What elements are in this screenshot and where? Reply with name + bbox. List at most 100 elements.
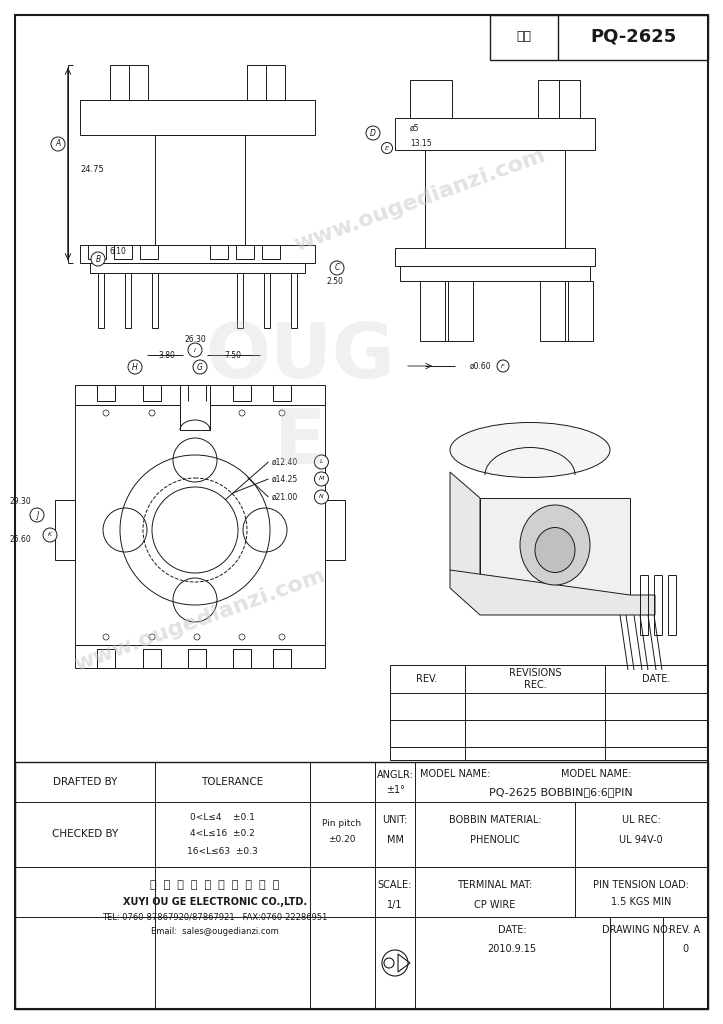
- Text: M: M: [319, 476, 324, 481]
- Bar: [395, 248, 595, 266]
- Bar: [88, 245, 106, 259]
- Text: 0<L≤4    ±0.1: 0<L≤4 ±0.1: [189, 812, 254, 821]
- Text: N: N: [319, 495, 324, 500]
- Text: MODEL NAME:: MODEL NAME:: [420, 769, 490, 779]
- Text: UNIT:: UNIT:: [382, 815, 408, 825]
- Polygon shape: [450, 472, 480, 595]
- Text: 25.60: 25.60: [9, 536, 31, 545]
- Text: ANGLR:: ANGLR:: [377, 770, 414, 780]
- Circle shape: [43, 528, 57, 542]
- Text: PQ-2625 BOBBIN（6:6）PIN: PQ-2625 BOBBIN（6:6）PIN: [489, 787, 633, 797]
- Text: MODEL NAME:: MODEL NAME:: [561, 769, 631, 779]
- Text: 2.50: 2.50: [327, 276, 343, 286]
- Text: XUYI OU GE ELECTRONIC CO.,LTD.: XUYI OU GE ELECTRONIC CO.,LTD.: [123, 897, 307, 907]
- Text: REVISIONS
REC.: REVISIONS REC.: [509, 669, 561, 690]
- Text: C: C: [334, 263, 340, 272]
- Bar: [75, 406, 325, 645]
- Text: UL REC:: UL REC:: [622, 815, 660, 825]
- Bar: [540, 281, 568, 341]
- Text: Pin pitch: Pin pitch: [322, 819, 362, 828]
- Bar: [97, 385, 115, 401]
- Text: ø5: ø5: [410, 124, 419, 132]
- Bar: [155, 135, 245, 245]
- Circle shape: [315, 489, 328, 504]
- Bar: [264, 273, 270, 328]
- Circle shape: [330, 261, 344, 275]
- Circle shape: [30, 508, 44, 522]
- Text: PIN TENSION LOAD:: PIN TENSION LOAD:: [593, 880, 689, 890]
- Text: H: H: [132, 362, 138, 372]
- Text: E: E: [385, 145, 389, 151]
- Text: 1.5 KGS MIN: 1.5 KGS MIN: [611, 897, 671, 907]
- Circle shape: [497, 360, 509, 372]
- Bar: [15, 762, 708, 1009]
- Text: 16<L≤63  ±0.3: 16<L≤63 ±0.3: [187, 848, 257, 856]
- Text: 29.30: 29.30: [9, 498, 31, 507]
- Polygon shape: [450, 570, 655, 615]
- Bar: [390, 665, 708, 760]
- Bar: [125, 273, 131, 328]
- Text: MM: MM: [387, 835, 403, 845]
- Text: DRAFTED BY: DRAFTED BY: [53, 777, 117, 787]
- Bar: [273, 385, 291, 401]
- Circle shape: [188, 343, 202, 357]
- Bar: [210, 245, 228, 259]
- Circle shape: [315, 472, 328, 486]
- Bar: [325, 500, 345, 560]
- Bar: [110, 65, 148, 100]
- Ellipse shape: [535, 527, 575, 572]
- Bar: [247, 65, 285, 100]
- Text: BOBBIN MATERIAL:: BOBBIN MATERIAL:: [449, 815, 542, 825]
- Bar: [565, 281, 593, 341]
- Text: PHENOLIC: PHENOLIC: [470, 835, 520, 845]
- Text: REV.: REV.: [416, 674, 437, 684]
- Bar: [188, 385, 206, 401]
- Circle shape: [128, 360, 142, 374]
- Text: ø21.00: ø21.00: [271, 493, 298, 502]
- Bar: [143, 385, 161, 401]
- Circle shape: [91, 252, 105, 266]
- Text: 26.30: 26.30: [184, 336, 206, 344]
- Bar: [445, 281, 473, 341]
- Text: DATE:: DATE:: [497, 925, 526, 935]
- Text: CHECKED BY: CHECKED BY: [52, 829, 118, 839]
- Text: 24.75: 24.75: [80, 165, 103, 173]
- Text: 7.50: 7.50: [225, 350, 241, 359]
- Bar: [237, 273, 243, 328]
- Ellipse shape: [450, 423, 610, 477]
- Bar: [410, 80, 452, 118]
- Circle shape: [315, 455, 328, 469]
- Text: B: B: [95, 255, 100, 263]
- Text: 1/1: 1/1: [388, 900, 403, 910]
- Text: 2010.9.15: 2010.9.15: [487, 944, 536, 954]
- Circle shape: [193, 360, 207, 374]
- Circle shape: [366, 126, 380, 140]
- Text: D: D: [370, 128, 376, 137]
- Bar: [55, 500, 75, 560]
- Bar: [490, 15, 708, 60]
- Bar: [236, 245, 254, 259]
- Bar: [143, 649, 161, 668]
- Text: L: L: [320, 460, 323, 465]
- Text: A: A: [56, 139, 61, 148]
- Text: CP WIRE: CP WIRE: [474, 900, 515, 910]
- Bar: [291, 273, 297, 328]
- Bar: [233, 649, 251, 668]
- Text: 3.80: 3.80: [158, 350, 176, 359]
- Bar: [400, 266, 590, 281]
- Text: K: K: [48, 532, 52, 538]
- Text: 6.10: 6.10: [110, 248, 127, 256]
- Ellipse shape: [520, 505, 590, 585]
- Bar: [97, 649, 115, 668]
- Text: PQ-2625: PQ-2625: [590, 28, 676, 46]
- Bar: [188, 649, 206, 668]
- Text: DATE.: DATE.: [642, 674, 670, 684]
- Bar: [273, 649, 291, 668]
- Bar: [233, 385, 251, 401]
- Text: TEL: 0760-87867920/87867921   FAX:0760-22286951: TEL: 0760-87867920/87867921 FAX:0760-222…: [103, 912, 328, 922]
- Bar: [75, 645, 325, 668]
- Text: ±1°: ±1°: [385, 785, 404, 795]
- Text: 型号: 型号: [516, 31, 531, 43]
- Bar: [80, 245, 315, 263]
- Bar: [420, 281, 448, 341]
